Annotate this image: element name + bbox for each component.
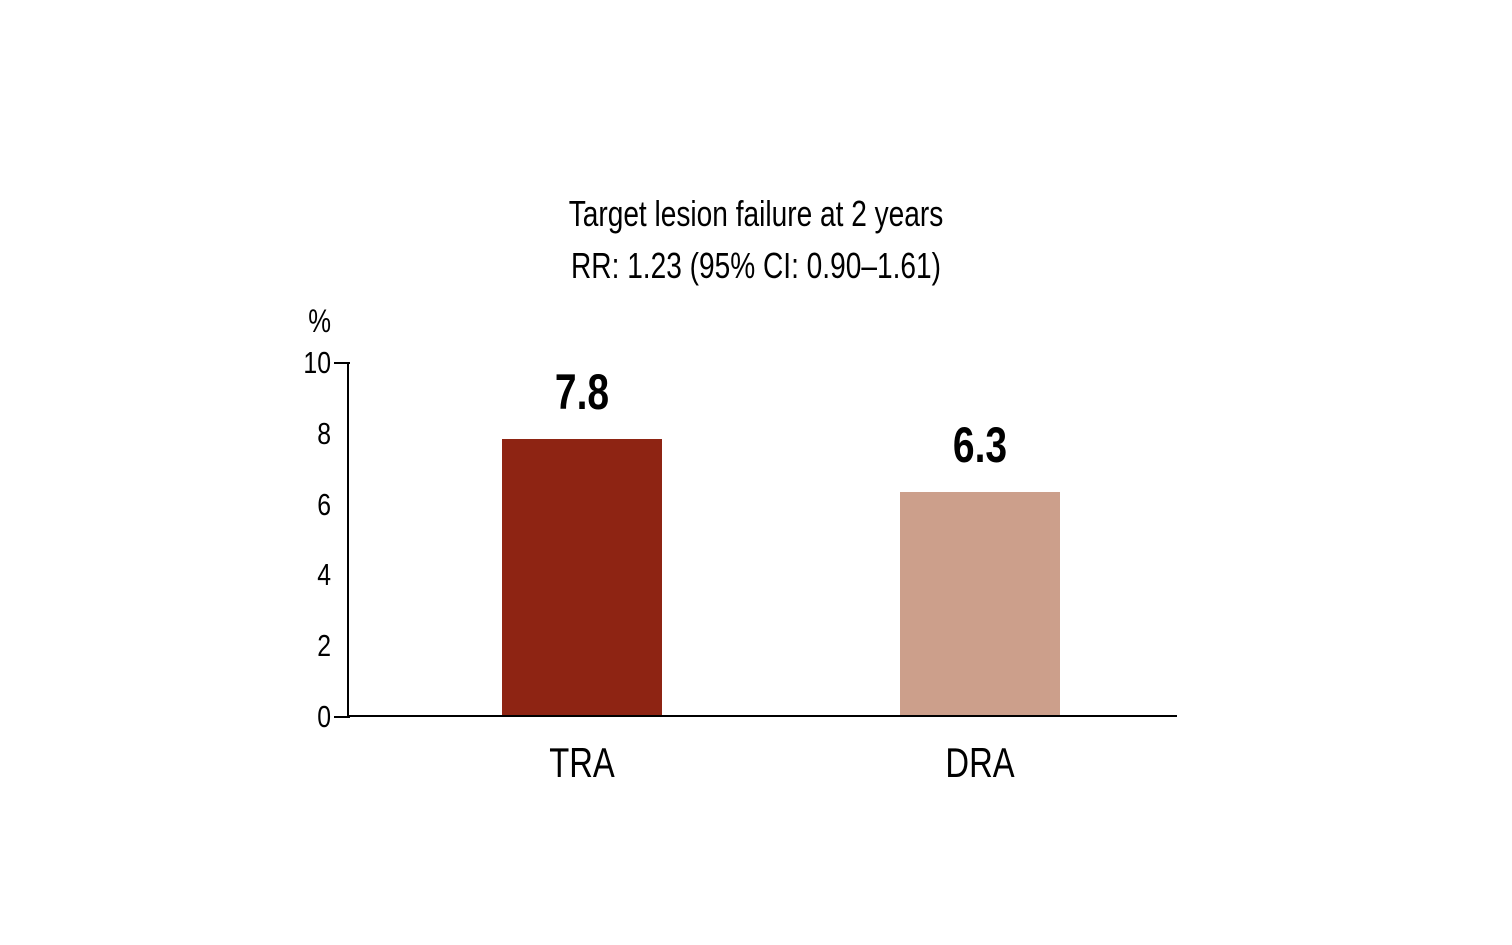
bar-tra: [502, 439, 662, 715]
bar-value-label-tra: 7.8: [554, 364, 610, 420]
bar-dra: [900, 492, 1060, 715]
y-tick-mark: [334, 716, 350, 718]
chart-subtitle: RR: 1.23 (95% CI: 0.90–1.61): [571, 245, 941, 286]
chart-title-block: Target lesion failure at 2 years RR: 1.2…: [0, 188, 1512, 292]
y-tick-label: 6: [317, 486, 331, 522]
category-label-tra: TRA: [549, 739, 615, 786]
chart-title: Target lesion failure at 2 years: [568, 193, 944, 234]
y-axis-labels: 0 2 4 6 8 10: [0, 345, 331, 734]
y-tick-label: 0: [317, 699, 331, 734]
y-axis-unit-label: %: [308, 303, 331, 339]
category-label-dra: DRA: [945, 739, 1015, 786]
plot-area: 7.8 TRA 6.3 DRA: [334, 362, 1177, 784]
y-tick-label: 2: [317, 628, 331, 664]
y-tick-mark: [334, 362, 350, 364]
y-tick-label: 8: [317, 415, 331, 451]
y-tick-label: 10: [303, 345, 331, 380]
y-tick-label: 4: [317, 557, 331, 593]
bar-value-label-dra: 6.3: [952, 417, 1008, 473]
